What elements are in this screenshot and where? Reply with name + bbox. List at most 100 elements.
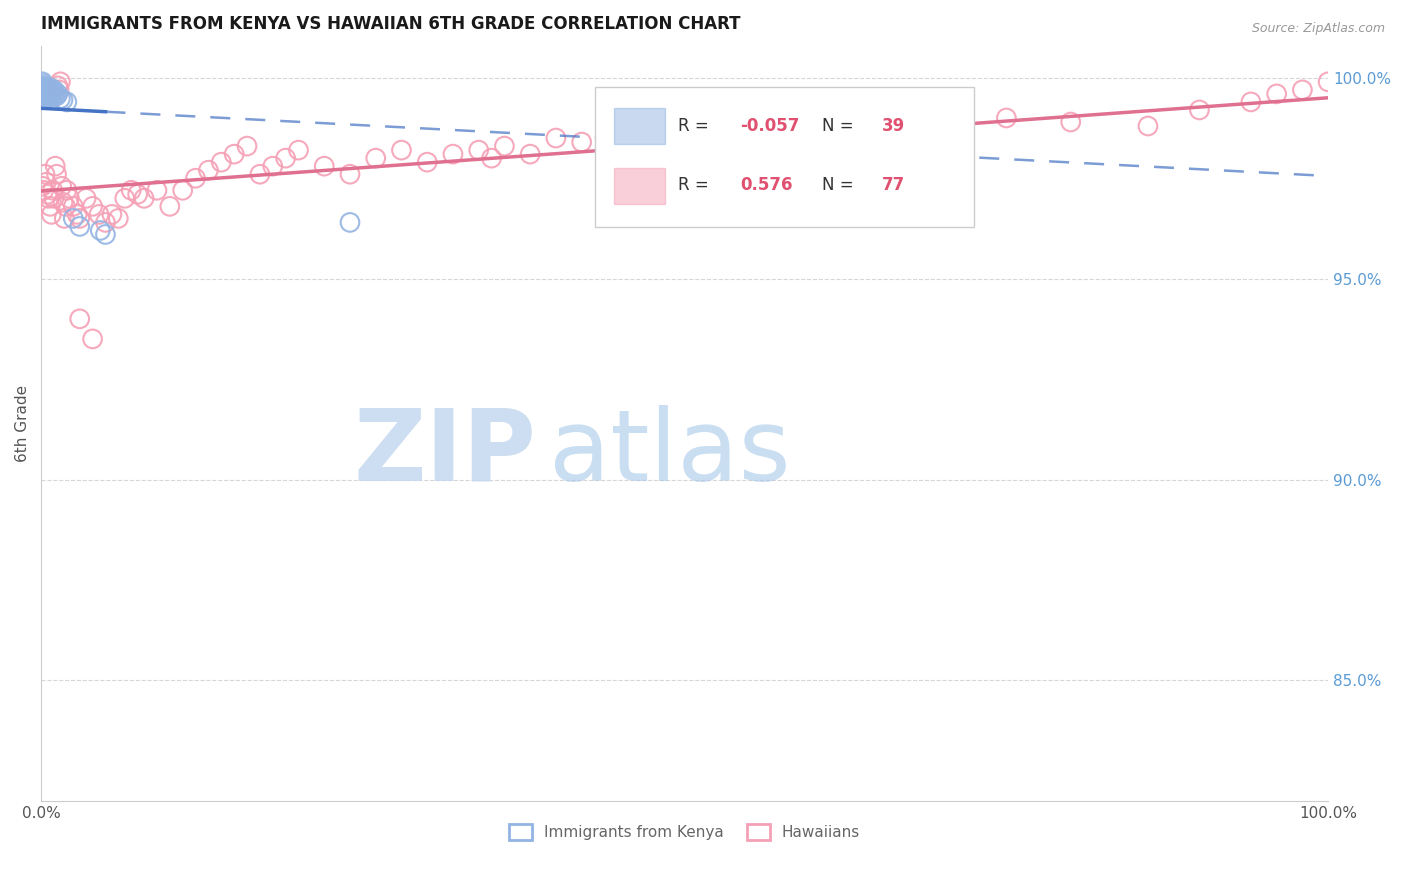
- Point: [364, 151, 387, 165]
- Point: [42, 83, 65, 97]
- Text: N =: N =: [823, 117, 859, 135]
- Point: [41, 183, 63, 197]
- Point: [32, 183, 55, 197]
- Point: [621, 131, 644, 145]
- FancyBboxPatch shape: [614, 108, 665, 144]
- Point: [101, 207, 124, 221]
- Point: [127, 187, 149, 202]
- Point: [31, 75, 53, 89]
- Point: [416, 155, 439, 169]
- Point: [673, 123, 696, 137]
- Point: [31, 77, 53, 91]
- Point: [53, 211, 76, 226]
- Point: [41, 207, 63, 221]
- FancyBboxPatch shape: [595, 87, 974, 227]
- Point: [38, 191, 60, 205]
- Point: [995, 111, 1018, 125]
- Point: [38, 83, 60, 97]
- Text: IMMIGRANTS FROM KENYA VS HAWAIIAN 6TH GRADE CORRELATION CHART: IMMIGRANTS FROM KENYA VS HAWAIIAN 6TH GR…: [41, 15, 741, 33]
- Point: [45, 167, 67, 181]
- Point: [1317, 75, 1340, 89]
- Point: [120, 183, 142, 197]
- Point: [776, 111, 799, 125]
- Y-axis label: 6th Grade: 6th Grade: [15, 384, 30, 462]
- Point: [879, 95, 901, 109]
- Text: N =: N =: [823, 177, 859, 194]
- Point: [35, 83, 58, 97]
- Point: [41, 83, 63, 97]
- Point: [339, 215, 361, 229]
- Text: atlas: atlas: [550, 405, 792, 502]
- Point: [51, 179, 73, 194]
- Point: [314, 159, 336, 173]
- Point: [828, 103, 851, 117]
- Point: [82, 332, 104, 346]
- Point: [69, 219, 91, 234]
- Point: [37, 88, 59, 103]
- Point: [62, 199, 84, 213]
- Point: [571, 135, 593, 149]
- Text: ZIP: ZIP: [354, 405, 537, 502]
- Point: [32, 80, 55, 95]
- Point: [146, 183, 169, 197]
- Point: [31, 78, 53, 93]
- Point: [596, 139, 619, 153]
- Point: [725, 119, 748, 133]
- Point: [34, 86, 56, 100]
- Point: [197, 163, 219, 178]
- Text: 39: 39: [882, 117, 905, 135]
- Text: R =: R =: [678, 117, 714, 135]
- Point: [184, 171, 207, 186]
- Point: [172, 183, 194, 197]
- Point: [41, 85, 63, 99]
- Point: [52, 195, 75, 210]
- Point: [224, 147, 246, 161]
- Point: [209, 155, 232, 169]
- Point: [107, 211, 129, 226]
- Point: [56, 183, 79, 197]
- Point: [44, 87, 66, 101]
- Point: [1060, 115, 1083, 129]
- Point: [58, 191, 80, 205]
- Point: [55, 199, 77, 213]
- Point: [94, 227, 117, 242]
- Point: [38, 87, 60, 101]
- Point: [49, 92, 72, 106]
- Point: [34, 85, 56, 99]
- Point: [32, 82, 55, 96]
- Point: [89, 223, 111, 237]
- Text: 77: 77: [882, 177, 905, 194]
- Point: [46, 87, 69, 101]
- Point: [42, 191, 65, 205]
- Point: [931, 107, 953, 121]
- Point: [37, 90, 59, 104]
- Point: [648, 135, 671, 149]
- Point: [494, 139, 516, 153]
- Point: [274, 151, 297, 165]
- Point: [69, 211, 91, 226]
- Point: [114, 191, 136, 205]
- Point: [45, 88, 67, 103]
- Point: [287, 143, 309, 157]
- Point: [1136, 119, 1159, 133]
- Point: [56, 95, 79, 109]
- Point: [41, 88, 63, 103]
- Point: [82, 199, 104, 213]
- Point: [481, 151, 503, 165]
- Point: [37, 92, 59, 106]
- Point: [34, 87, 56, 101]
- Point: [66, 207, 89, 221]
- Point: [1240, 95, 1263, 109]
- Point: [39, 199, 62, 213]
- Point: [262, 159, 284, 173]
- Point: [519, 147, 541, 161]
- Point: [236, 139, 259, 153]
- Point: [35, 87, 58, 102]
- Point: [1188, 103, 1211, 117]
- Point: [46, 78, 69, 93]
- Point: [44, 159, 66, 173]
- FancyBboxPatch shape: [614, 168, 665, 204]
- Point: [48, 83, 70, 97]
- Point: [62, 211, 84, 226]
- Point: [31, 179, 53, 194]
